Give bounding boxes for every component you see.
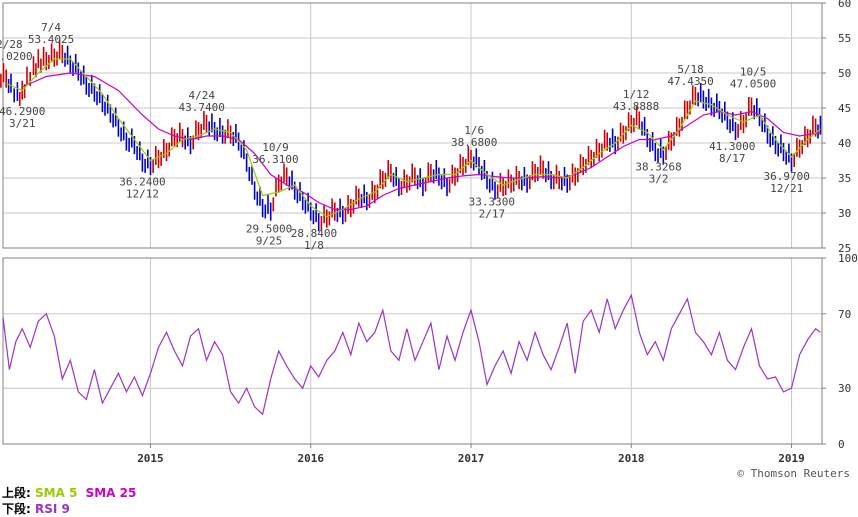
y-tick-label: 45 — [838, 102, 851, 115]
annotation-label: 46.2900 — [0, 105, 45, 118]
legend-sma5: SMA 5 — [35, 486, 78, 500]
y-tick-label: 60 — [838, 0, 851, 10]
x-tick-label: 2015 — [137, 452, 164, 465]
annotation-label: 8/17 — [719, 152, 746, 165]
y-tick-label: 70 — [838, 308, 851, 321]
annotation-label: 3/2 — [649, 173, 669, 186]
annotation-label: 41.3000 — [709, 140, 755, 153]
annotation-label: 28.8400 — [291, 227, 337, 240]
legend-lower: 下段: RSI 9 — [2, 500, 70, 517]
annotation-label: 36.9700 — [764, 170, 810, 183]
y-tick-label: 100 — [838, 252, 858, 265]
legend-rsi: RSI 9 — [35, 502, 70, 516]
annotation-label: 47.0500 — [730, 78, 776, 91]
annotation: 7/453.4025 — [28, 21, 74, 46]
upper-panel-grid — [3, 2, 822, 249]
x-tick-label: 2017 — [458, 452, 485, 465]
stock-chart: 2/2851.02007/453.402546.29003/2136.24001… — [0, 0, 858, 478]
annotation-label: 33.3300 — [469, 196, 515, 209]
legend-upper-prefix: 上段: — [2, 486, 31, 500]
annotation-label: 47.4350 — [667, 75, 713, 88]
annotation-label: 4/24 — [188, 89, 215, 102]
legend-upper: 上段: SMA 5 SMA 25 — [2, 484, 136, 501]
annotation-label: 9/25 — [256, 235, 283, 248]
annotation-label: 36.2400 — [119, 175, 165, 188]
annotation-label: 10/9 — [262, 141, 289, 154]
legend-lower-prefix: 下段: — [2, 502, 31, 516]
annotation-label: 2/28 — [0, 38, 23, 51]
annotation-label: 1/8 — [304, 239, 324, 252]
annotation: 2/2851.0200 — [0, 38, 33, 63]
y-tick-label: 25 — [838, 242, 851, 255]
annotation-label: 38.3268 — [635, 161, 681, 174]
annotation-label: 5/18 — [677, 63, 704, 76]
annotation-label: 1/12 — [623, 88, 650, 101]
x-tick-label: 2018 — [618, 452, 645, 465]
rsi-line — [2, 293, 821, 416]
x-tick-label: 2016 — [297, 452, 324, 465]
y-tick-label: 0 — [838, 438, 845, 451]
annotation-label: 2/17 — [479, 208, 506, 221]
x-tick-label: 2019 — [778, 452, 805, 465]
y-tick-label: 30 — [838, 207, 851, 220]
annotation-label: 1/6 — [464, 124, 484, 137]
annotation-label: 10/5 — [740, 66, 767, 79]
annotation: 10/547.0500 — [730, 66, 776, 91]
y-tick-label: 50 — [838, 67, 851, 80]
y-tick-label: 35 — [838, 172, 851, 185]
annotation-label: 53.4025 — [28, 33, 74, 46]
annotation-label: 38.6800 — [451, 136, 497, 149]
source-credit: © Thomson Reuters — [737, 467, 850, 478]
price-annotations: 2/2851.02007/453.402546.29003/2136.24001… — [0, 21, 810, 252]
annotation: 10/936.3100 — [252, 141, 298, 166]
sma5-line — [5, 58, 821, 218]
upper-y-axis: 25 30 35 40 45 50 55 60 — [822, 0, 851, 255]
y-tick-label: 30 — [838, 382, 851, 395]
legend-sma25: SMA 25 — [85, 486, 137, 500]
y-tick-label: 55 — [838, 32, 851, 45]
annotation-label: 3/21 — [9, 117, 36, 130]
y-tick-label: 40 — [838, 137, 851, 150]
annotation: 1/638.6800 — [451, 124, 497, 149]
lower-panel-frame — [2, 257, 823, 445]
annotation-label: 12/21 — [770, 182, 803, 195]
upper-panel-frame — [2, 2, 823, 249]
lower-y-axis: 0 30 70 100 — [822, 252, 858, 451]
annotation-label: 7/4 — [41, 21, 61, 34]
annotation-label: 43.8888 — [613, 100, 659, 113]
annotation-label: 36.3100 — [252, 153, 298, 166]
annotation-label: 12/12 — [126, 187, 159, 200]
annotation-label: 43.7400 — [179, 101, 225, 114]
annotation-label: 51.0200 — [0, 50, 33, 63]
annotation-label: 29.5000 — [246, 223, 292, 236]
x-axis: 2015 2016 2017 2018 2019 — [137, 444, 805, 465]
